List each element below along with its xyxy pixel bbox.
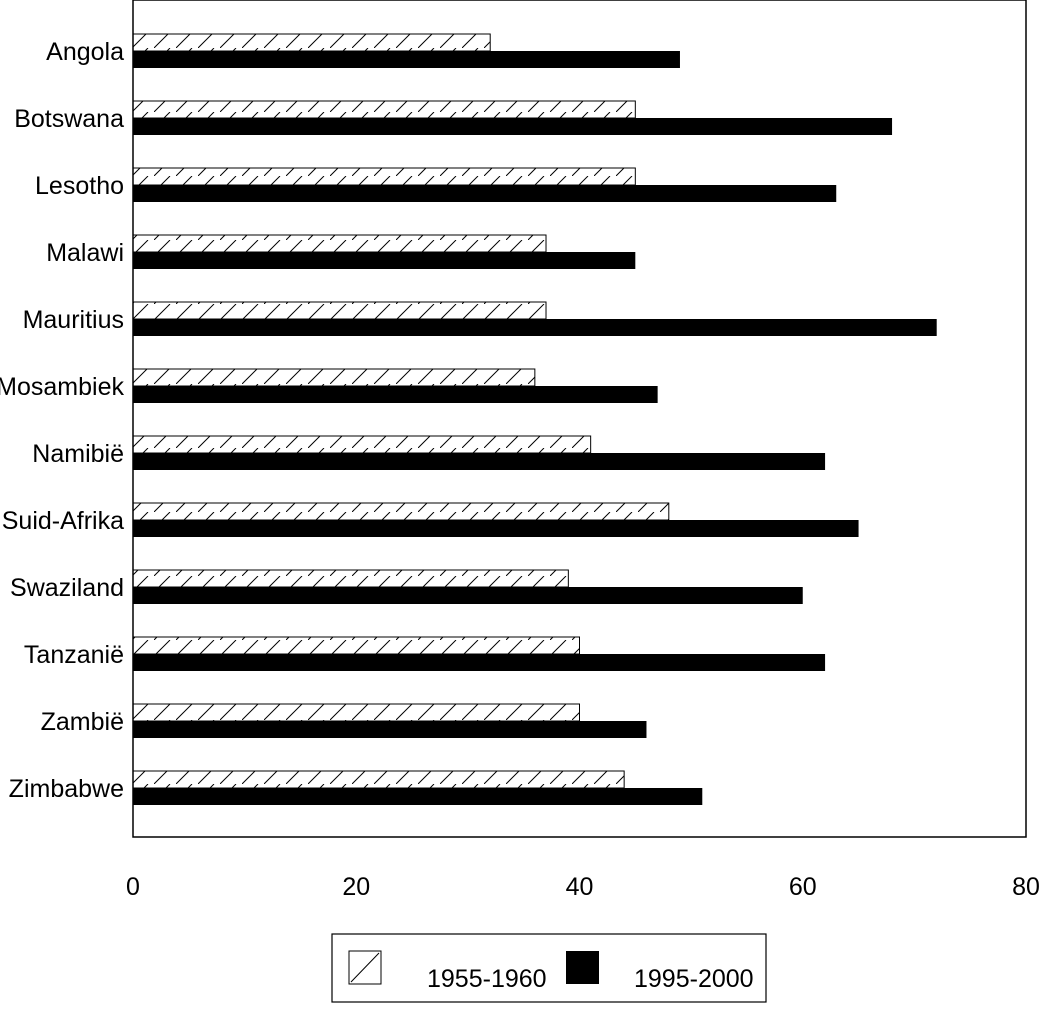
bar-1995-2000-zimbabwe xyxy=(133,788,703,805)
category-label-swaziland: Swaziland xyxy=(10,574,124,602)
category-label-zimbabwe: Zimbabwe xyxy=(9,775,124,803)
bar-1995-2000-suid-afrika xyxy=(133,520,859,537)
bar-1995-2000-angola xyxy=(133,51,680,68)
x-tick-label-40: 40 xyxy=(566,873,594,901)
bar-1995-2000-mosambiek xyxy=(133,386,658,403)
category-label-mauritius: Mauritius xyxy=(23,306,124,334)
bar-1995-2000-swaziland xyxy=(133,587,803,604)
legend-label-hatched: 1955-1960 xyxy=(427,965,547,993)
bar-1995-2000-lesotho xyxy=(133,185,837,202)
bar-1995-2000-mauritius xyxy=(133,319,937,336)
x-tick-labels: 0 20 40 60 80 xyxy=(126,873,1040,901)
category-label-mosambiek: Mosambiek xyxy=(0,373,124,401)
bar-1955-1960-tanzani- xyxy=(132,636,580,655)
bar-1995-2000-zambi- xyxy=(133,721,647,738)
bar-1995-2000-namibi- xyxy=(133,453,826,470)
legend-swatch-solid xyxy=(566,951,599,984)
legend-box xyxy=(331,933,767,1003)
x-tick-label-60: 60 xyxy=(789,873,817,901)
bar-1955-1960-lesotho xyxy=(132,167,636,186)
legend-item-hatched: 1955-1960 xyxy=(348,950,547,993)
bar-1955-1960-mosambiek xyxy=(132,368,536,387)
category-label-botswana: Botswana xyxy=(14,105,124,133)
bar-1955-1960-swaziland xyxy=(132,569,569,588)
category-label-malawi: Malawi xyxy=(46,239,124,267)
category-label-suid-afrika: Suid-Afrika xyxy=(2,507,124,535)
category-label-lesotho: Lesotho xyxy=(35,172,124,200)
bars-group xyxy=(132,33,937,805)
bar-1995-2000-tanzani- xyxy=(133,654,826,671)
bar-1955-1960-suid-afrika xyxy=(132,502,670,521)
legend-item-solid: 1995-2000 xyxy=(566,951,754,993)
category-label-tanzani-: Tanzanië xyxy=(24,641,124,669)
category-label-namibi-: Namibië xyxy=(32,440,124,468)
legend-label-solid: 1995-2000 xyxy=(634,965,754,993)
legend: 1955-1960 1995-2000 xyxy=(331,933,767,1003)
x-tick-label-20: 20 xyxy=(342,873,370,901)
category-label-angola: Angola xyxy=(46,38,124,66)
category-labels: Angola Botswana Lesotho Malawi Mauritius Mosa… xyxy=(0,38,124,803)
bar-1995-2000-botswana xyxy=(133,118,893,135)
bar-1955-1960-zambi- xyxy=(132,703,580,722)
plot-area xyxy=(132,0,1027,838)
x-tick-label-80: 80 xyxy=(1012,873,1040,901)
x-tick-label-0: 0 xyxy=(126,873,140,901)
bar-1955-1960-malawi xyxy=(132,234,547,253)
category-label-zambi-: Zambië xyxy=(41,708,124,736)
bar-1955-1960-mauritius xyxy=(132,301,547,320)
bar-1995-2000-malawi xyxy=(133,252,636,269)
bar-1955-1960-botswana xyxy=(132,100,636,119)
legend-swatch-hatch-line xyxy=(350,952,380,983)
bar-1955-1960-zimbabwe xyxy=(132,770,625,789)
bar-1955-1960-angola xyxy=(132,33,491,52)
bar-1955-1960-namibi- xyxy=(132,435,592,454)
